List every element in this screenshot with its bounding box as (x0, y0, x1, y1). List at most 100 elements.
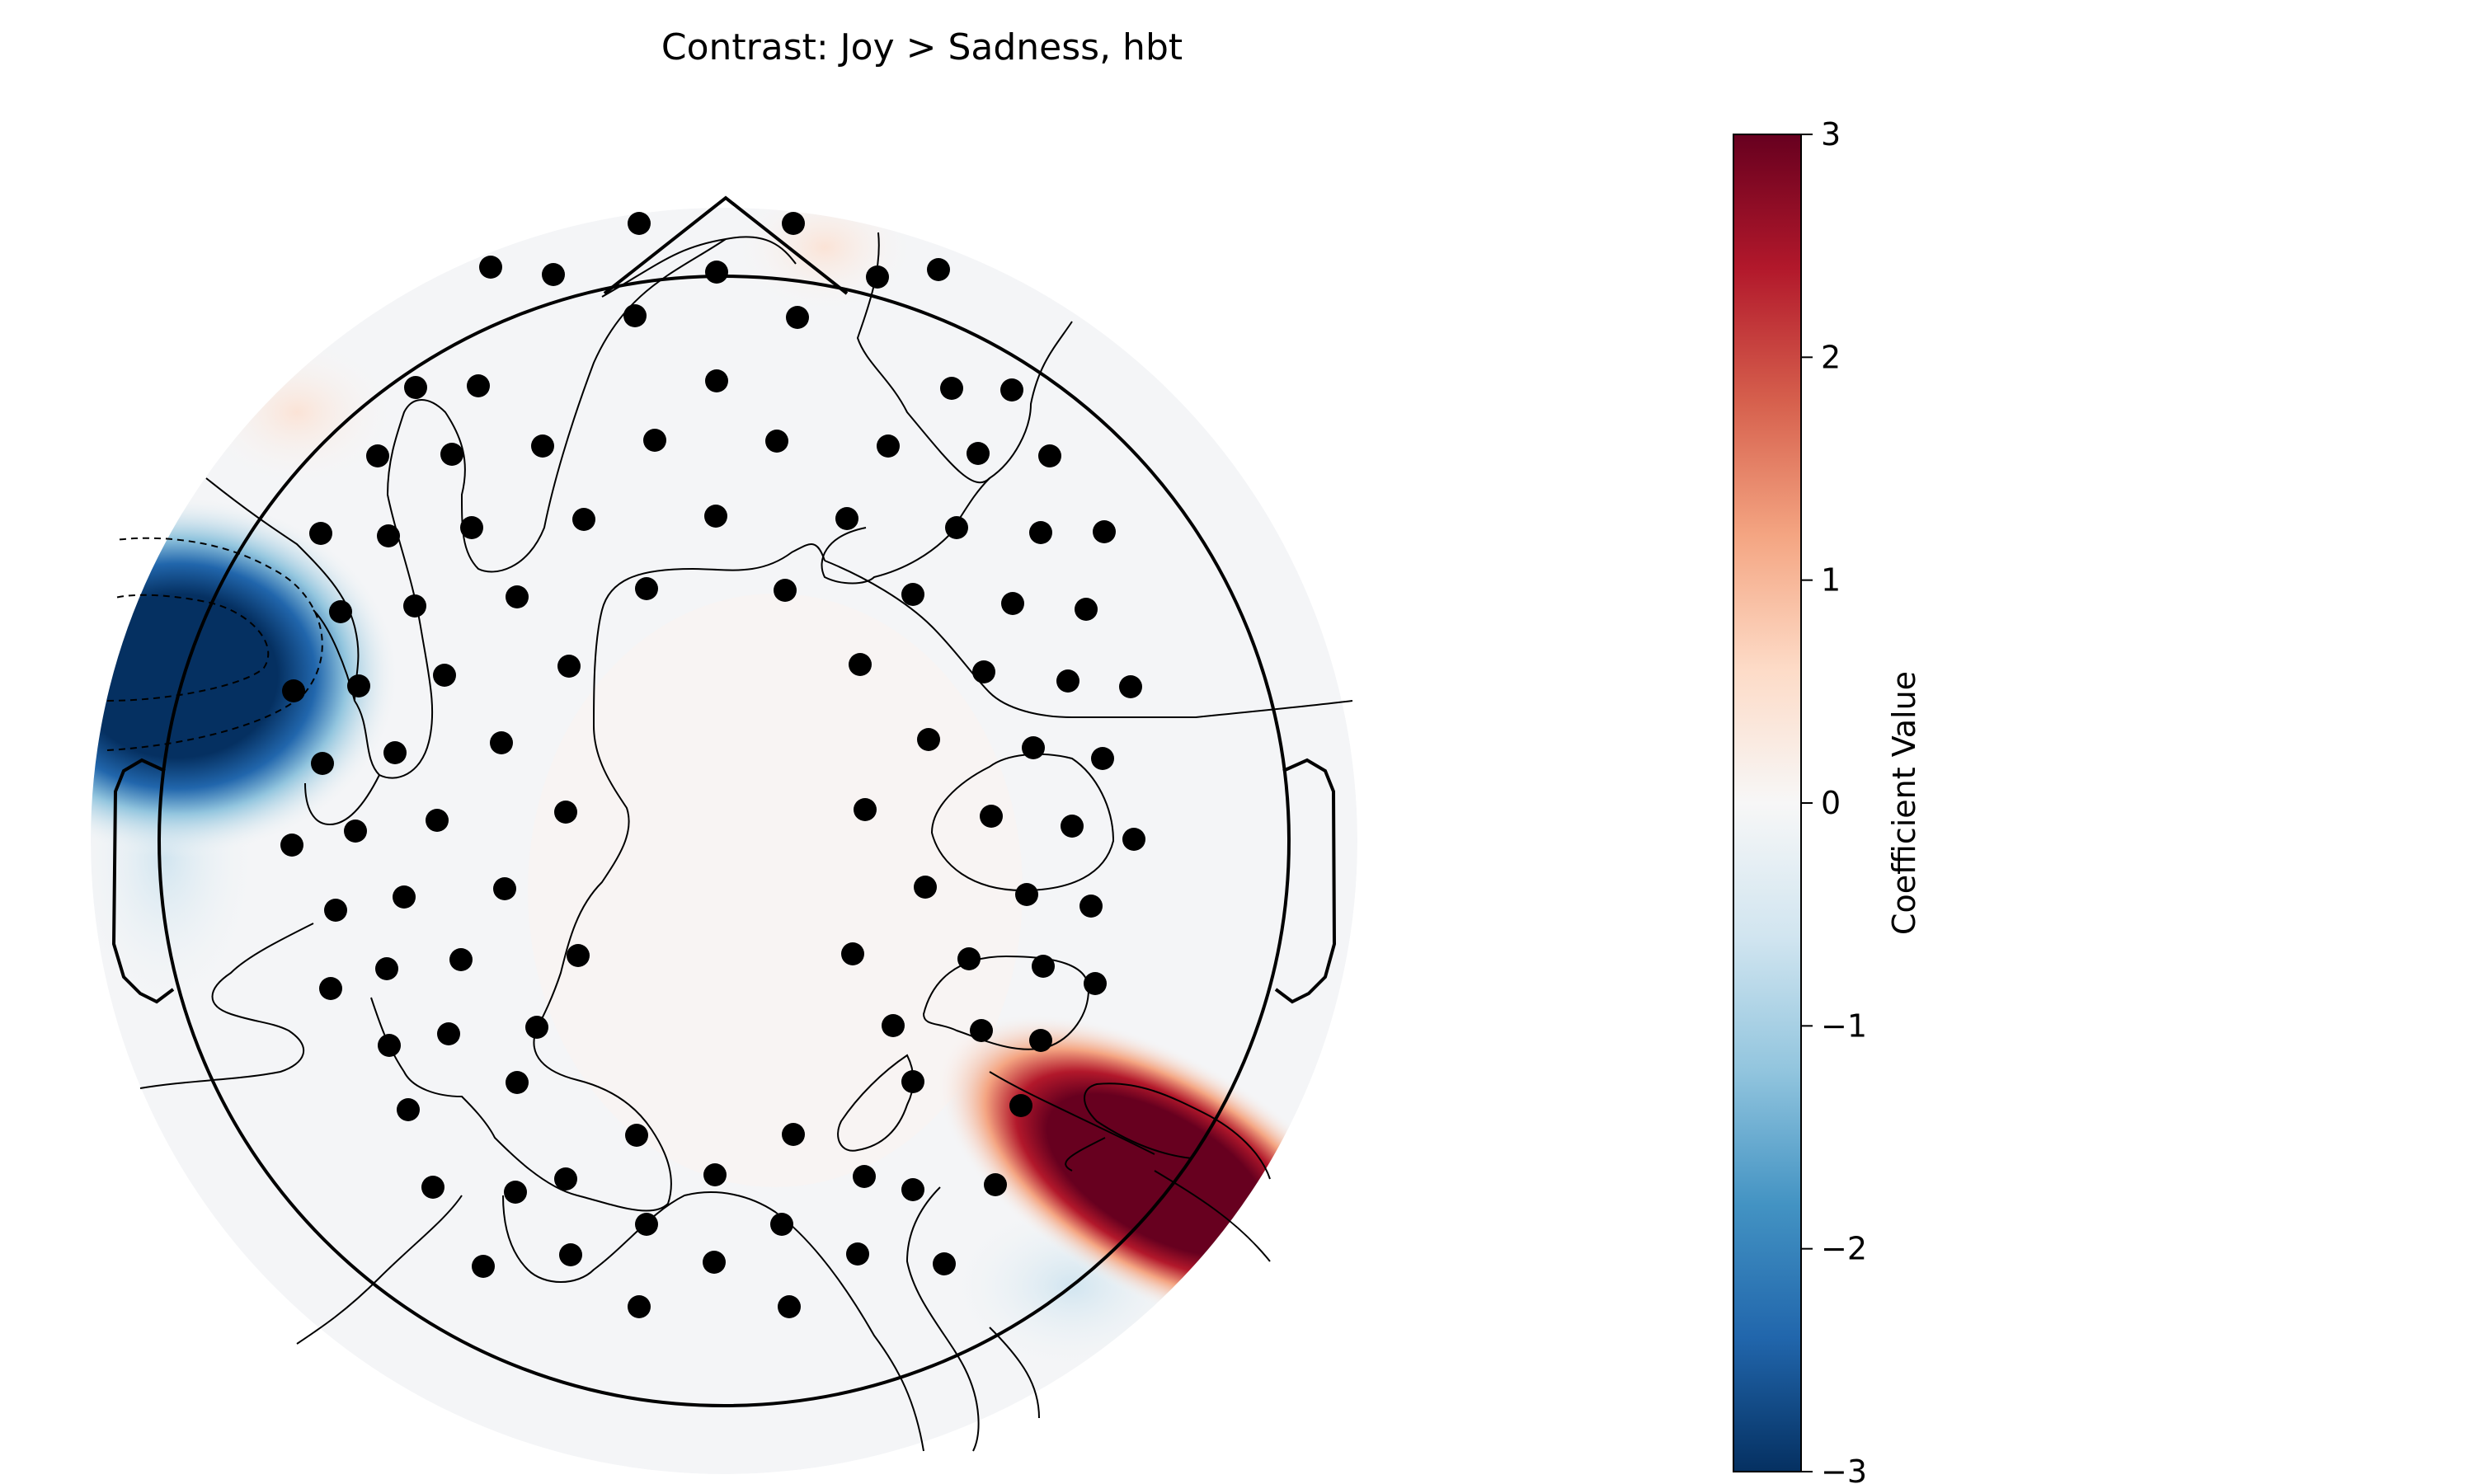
sensor-dot (1000, 378, 1023, 402)
sensor-dot (1091, 747, 1114, 770)
sensor-dot (324, 899, 347, 922)
sensor-dot (866, 265, 889, 289)
sensor-dot (1061, 815, 1084, 838)
sensor-dot (472, 1255, 495, 1278)
sensor-dot (426, 809, 449, 832)
sensor-dot (914, 876, 937, 899)
sensor-dot (554, 801, 577, 824)
sensor-dot (479, 256, 502, 279)
sensor-dot (782, 212, 805, 235)
sensor-dot (347, 674, 370, 697)
sensor-dot (554, 1167, 577, 1190)
sensor-dot (559, 1243, 582, 1266)
sensor-dot (282, 679, 305, 702)
sensor-dot (703, 1163, 727, 1186)
sensor-dot (493, 877, 516, 900)
colorbar-ticks: 3 2 1 0 −1 −2 −3 (1801, 116, 1867, 1484)
colorbar-tick-label: 1 (1821, 562, 1841, 599)
sensor-dot (854, 798, 877, 821)
chart-title: Contrast: Joy > Sadness, hbt (661, 26, 1183, 68)
sensor-dot (1079, 895, 1103, 918)
sensor-dot (635, 577, 658, 600)
colorbar-tick-label: −2 (1821, 1231, 1867, 1267)
sensor-dot (1122, 828, 1145, 851)
sensor-dot (557, 655, 581, 678)
sensor-dot (877, 434, 900, 458)
colorbar-tick-label: 0 (1821, 785, 1841, 821)
sensor-dot (940, 377, 963, 400)
negative-extremum (91, 495, 400, 857)
sensor-dot (1001, 592, 1024, 615)
sensor-dot (572, 508, 595, 531)
sensor-dot (383, 741, 407, 764)
colorbar: 3 2 1 0 −1 −2 −3 Coefficient Value (1733, 116, 1922, 1484)
sensor-dot (1029, 1029, 1052, 1052)
sensor-dot (531, 434, 554, 458)
sensor-dot (433, 664, 456, 687)
colorbar-tick-label: −1 (1821, 1007, 1867, 1044)
sensor-dot (1032, 955, 1055, 978)
left-ear (111, 758, 175, 1004)
sensor-dot (467, 374, 490, 397)
sensor-dot (778, 1295, 801, 1318)
sensor-dot (765, 430, 788, 453)
sensor-dot (957, 947, 981, 970)
sensor-dot (927, 258, 950, 281)
sensor-dot (635, 1213, 658, 1236)
sensor-dot (1093, 520, 1116, 543)
sensor-dot (703, 1251, 726, 1274)
sensor-dot (786, 306, 809, 329)
sensor-dot (421, 1176, 444, 1199)
sensor-dot (525, 1016, 548, 1039)
dashed-contours (106, 537, 323, 751)
sensor-dot (506, 1071, 529, 1094)
sensor-dot (377, 524, 400, 547)
sensor-dot (366, 444, 389, 467)
sensor-dot (393, 885, 416, 909)
sensor-dot (397, 1098, 420, 1121)
sensor-dot (770, 1213, 793, 1236)
sensor-dot (1029, 521, 1052, 544)
sensor-dot (901, 583, 924, 606)
sensor-dot (628, 212, 651, 235)
sensor-dot (1056, 669, 1079, 693)
sensor-dot (403, 594, 426, 618)
sensor-dot (319, 977, 342, 1000)
sensor-dot (437, 1022, 460, 1045)
sensor-dot (506, 585, 529, 608)
sensor-dot (967, 442, 990, 465)
right-ear (1274, 758, 1337, 1004)
sensor-dot (704, 505, 727, 528)
sensor-dot (375, 957, 398, 980)
sensor-dot (846, 1242, 869, 1266)
sensor-dot (972, 660, 995, 683)
sensor-dot (1119, 675, 1142, 698)
sensor-dot (1084, 972, 1107, 995)
sensor-dot (1015, 883, 1038, 906)
colorbar-label: Coefficient Value (1886, 671, 1922, 935)
sensor-dot (849, 653, 872, 676)
colorbar-tick-label: 3 (1821, 116, 1841, 153)
sensor-dot (774, 579, 797, 602)
sensor-dot (841, 942, 864, 965)
sensor-dot (628, 1295, 651, 1318)
sensor-dot (490, 731, 513, 754)
nose (603, 195, 849, 295)
sensor-dot (623, 304, 647, 327)
sensor-dot (440, 443, 463, 466)
sensor-dot (329, 600, 352, 623)
sensor-dot (945, 516, 968, 539)
sensor-dot (917, 728, 940, 751)
sensor-dot (980, 805, 1003, 828)
sensor-dot (782, 1123, 805, 1146)
sensor-dot (1038, 444, 1061, 467)
sensor-dot (460, 516, 483, 539)
sensor-dot (835, 507, 858, 530)
sensor-dot (1009, 1094, 1032, 1117)
sensor-dot (1075, 598, 1098, 621)
colorbar-tick-label: 2 (1821, 339, 1841, 375)
sensor-dot (984, 1173, 1007, 1196)
sensor-dot (933, 1252, 956, 1275)
colorbar-tick-label: −3 (1821, 1453, 1867, 1484)
